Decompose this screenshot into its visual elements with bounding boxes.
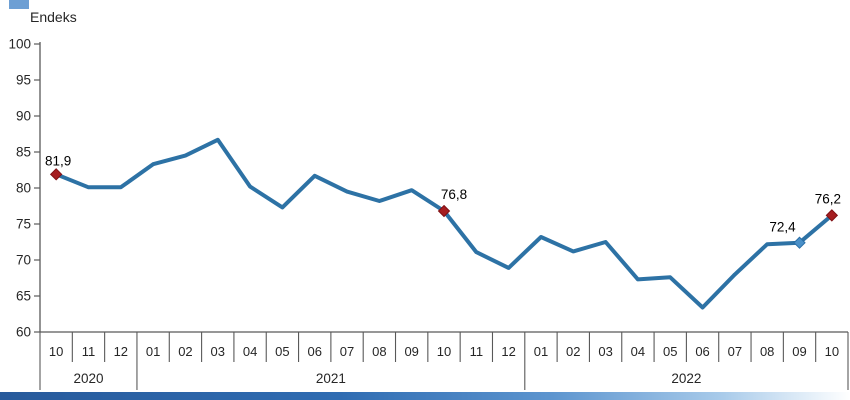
month-label: 11	[470, 344, 484, 359]
year-label: 2021	[316, 371, 346, 386]
month-label: 07	[728, 344, 742, 359]
data-label: 76,8	[441, 187, 467, 202]
month-label: 11	[82, 344, 96, 359]
month-label: 06	[695, 344, 709, 359]
month-label: 03	[211, 344, 225, 359]
month-label: 02	[178, 344, 192, 359]
month-label: 10	[825, 344, 839, 359]
y-tick-label: 80	[16, 181, 31, 196]
month-label: 01	[534, 344, 548, 359]
red-diamond-marker	[49, 168, 63, 181]
month-label: 02	[566, 344, 580, 359]
y-axis-title: Endeks	[30, 9, 77, 25]
blue-diamond-marker	[793, 236, 806, 249]
year-label: 2020	[73, 371, 103, 386]
month-label: 10	[437, 344, 451, 359]
month-label: 07	[340, 344, 354, 359]
month-label: 06	[307, 344, 321, 359]
y-tick-label: 95	[16, 73, 31, 88]
series-line	[54, 137, 834, 310]
month-label: 12	[114, 344, 128, 359]
month-label: 04	[631, 344, 645, 359]
data-label: 81,9	[45, 153, 71, 168]
y-tick-label: 70	[16, 253, 31, 268]
footer-accent-bar	[0, 392, 850, 400]
month-label: 03	[598, 344, 612, 359]
month-label: 10	[49, 344, 63, 359]
month-label: 12	[501, 344, 515, 359]
month-label: 04	[243, 344, 257, 359]
y-tick-label: 60	[16, 325, 31, 340]
month-label: 09	[404, 344, 418, 359]
y-tick-label: 100	[8, 37, 31, 52]
y-tick-label: 75	[16, 217, 31, 232]
data-label: 76,2	[815, 191, 841, 206]
month-label: 01	[146, 344, 160, 359]
y-tick-label: 90	[16, 109, 31, 124]
year-label: 2022	[671, 371, 701, 386]
legend-color-chip	[9, 0, 29, 9]
month-label: 05	[275, 344, 289, 359]
month-label: 09	[792, 344, 806, 359]
month-label: 08	[372, 344, 386, 359]
month-label: 08	[760, 344, 774, 359]
red-diamond-marker	[825, 209, 839, 222]
y-tick-label: 65	[16, 289, 31, 304]
y-tick-label: 85	[16, 145, 31, 160]
month-label: 05	[663, 344, 677, 359]
data-label: 72,4	[769, 220, 796, 235]
red-diamond-marker	[437, 204, 451, 218]
